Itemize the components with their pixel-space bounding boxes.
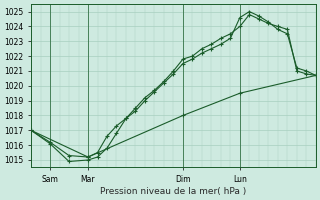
X-axis label: Pression niveau de la mer( hPa ): Pression niveau de la mer( hPa ) xyxy=(100,187,247,196)
